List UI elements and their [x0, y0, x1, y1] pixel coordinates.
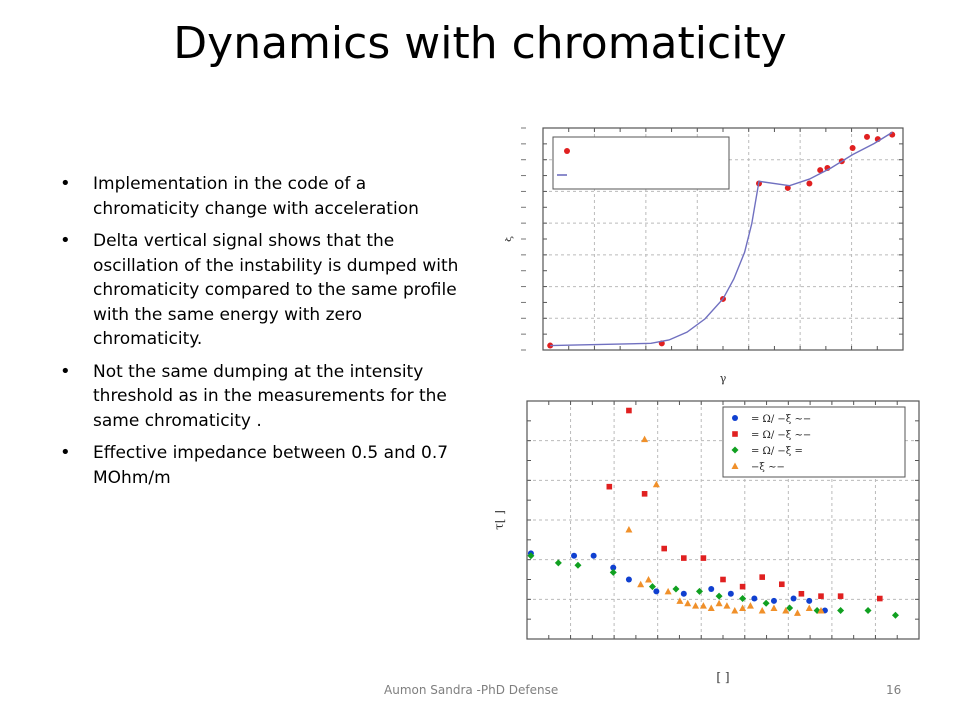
data-point [782, 606, 790, 614]
data-point [684, 599, 692, 607]
data-point [625, 576, 632, 583]
bullet-item: Effective impedance between 0.5 and 0.7 … [60, 441, 460, 490]
data-point [732, 415, 738, 421]
data-point [790, 595, 797, 602]
data-point [692, 602, 700, 609]
data-point [626, 407, 632, 414]
data-point [715, 592, 723, 600]
data-point [877, 595, 883, 602]
data-point [653, 588, 660, 595]
data-point [891, 611, 899, 619]
data-point [837, 606, 845, 614]
y-axis-label: τ[ ] [495, 510, 506, 530]
data-point [837, 593, 844, 599]
data-point [817, 606, 825, 614]
data-point [739, 595, 747, 603]
bullet-item: Implementation in the code of a chromati… [60, 172, 460, 221]
data-point [574, 561, 582, 569]
bullet-list: Implementation in the code of a chromati… [60, 172, 460, 498]
data-point [806, 597, 813, 604]
data-point [681, 555, 687, 561]
legend-box [552, 136, 730, 190]
data-point [762, 599, 770, 607]
data-point [739, 583, 746, 590]
data-point [610, 564, 617, 571]
series-line [550, 131, 893, 347]
data-point [527, 552, 535, 560]
data-point [746, 602, 754, 609]
data-point [864, 606, 872, 614]
data-point [708, 586, 715, 593]
data-point [641, 435, 649, 443]
data-point [590, 552, 597, 559]
data-point [672, 585, 680, 593]
data-point [606, 483, 613, 490]
y-axis-label: ξ [505, 236, 514, 242]
data-point [727, 590, 734, 597]
data-point [625, 526, 633, 533]
growth-time-chart: [ ] τ[ ] = Ω/ −ξ ∼− = Ω/ −ξ ∼− = Ω/ −ξ = −ξ ∼… [495, 395, 925, 690]
bullet-item: Not the same dumping at the intensity th… [60, 360, 460, 434]
data-point [731, 462, 739, 469]
data-point [731, 606, 739, 614]
data-point [564, 148, 570, 154]
data-point [699, 602, 707, 609]
data-point [720, 576, 726, 583]
x-axis-label: γ [720, 372, 727, 385]
data-point [817, 167, 824, 174]
legend-label: = Ω/ −ξ ∼− [751, 414, 811, 425]
data-point [793, 609, 801, 616]
data-point [806, 180, 813, 187]
data-point [731, 446, 739, 454]
data-point [664, 587, 672, 595]
data-point [723, 602, 731, 609]
data-point [700, 555, 707, 561]
data-point [715, 599, 723, 607]
data-point [652, 480, 660, 488]
data-point [798, 590, 805, 597]
legend-box [722, 406, 906, 478]
data-point [554, 559, 562, 567]
data-point [786, 604, 794, 612]
data-point [676, 597, 684, 604]
x-axis-label: [ ] [716, 670, 729, 684]
data-point [695, 587, 703, 595]
data-point [637, 580, 645, 588]
data-point [864, 133, 870, 140]
data-point [770, 597, 777, 604]
data-point [751, 595, 758, 602]
data-point [739, 604, 747, 612]
data-point [770, 604, 778, 612]
data-point [641, 491, 648, 497]
data-point [571, 552, 578, 559]
data-point [849, 144, 856, 151]
data-point [609, 568, 617, 576]
data-point [805, 604, 813, 612]
footer-text: Aumon Sandra -PhD Defense [384, 683, 559, 697]
data-point [732, 431, 738, 437]
chromaticity-chart: γξ [505, 120, 910, 390]
page-number: 16 [886, 683, 902, 697]
data-point [784, 184, 791, 191]
legend-label: = Ω/ −ξ ∼− [751, 430, 811, 441]
data-point [758, 606, 766, 614]
data-point [645, 576, 653, 583]
legend-label: = Ω/ −ξ = [751, 446, 803, 457]
data-point [779, 581, 785, 588]
data-point [648, 583, 656, 591]
data-point [680, 590, 687, 597]
legend-label: −ξ ∼− [751, 462, 785, 473]
bullet-item: Delta vertical signal shows that the osc… [60, 229, 460, 352]
data-point [818, 593, 824, 599]
data-point [661, 545, 667, 552]
slide-title: Dynamics with chromaticity [173, 18, 787, 69]
data-point [759, 574, 765, 580]
data-point [707, 604, 715, 612]
